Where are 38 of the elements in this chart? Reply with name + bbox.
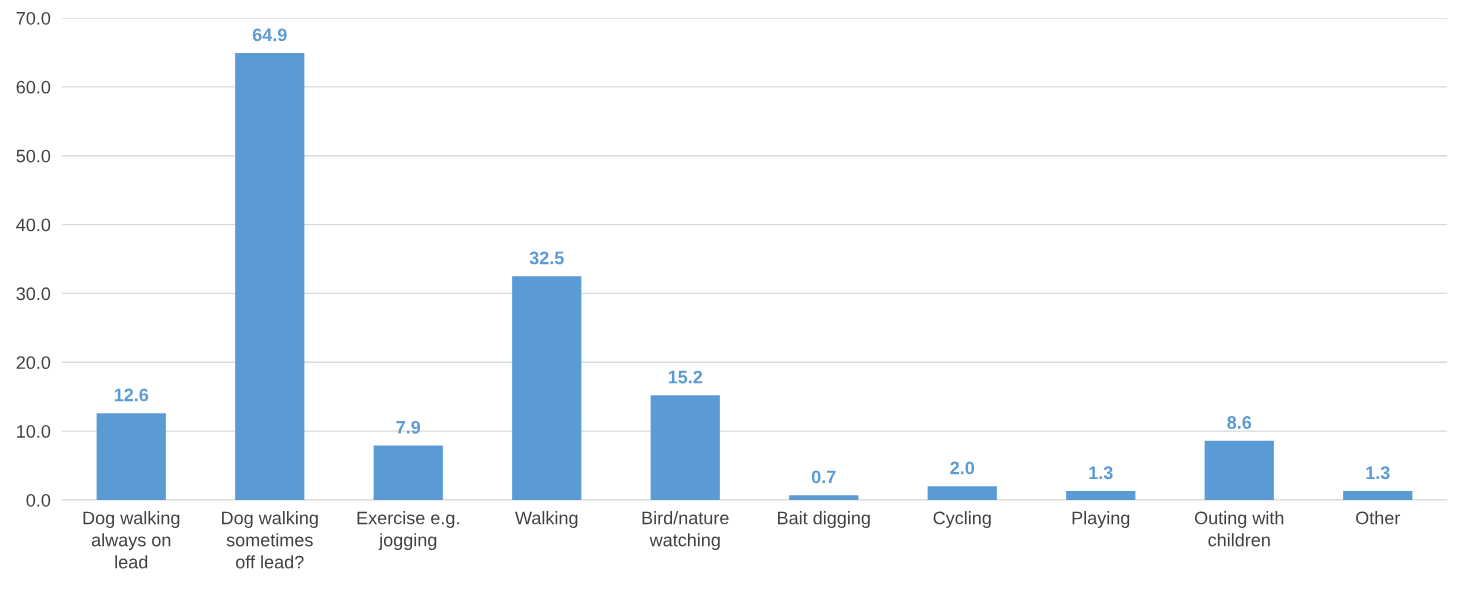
bar <box>1066 491 1136 500</box>
y-tick-label: 30.0 <box>16 287 51 301</box>
x-tick-label: Outing with children <box>1194 511 1284 547</box>
y-tick-label: 70.0 <box>16 11 51 25</box>
data-label: 7.9 <box>396 420 421 434</box>
x-tick-label: Other <box>1356 511 1401 525</box>
data-label: 64.9 <box>252 28 287 42</box>
x-tick-label: Bait digging <box>778 511 870 528</box>
bar <box>235 53 305 500</box>
bar <box>789 495 859 500</box>
y-tick-label: 40.0 <box>16 218 51 232</box>
bar <box>927 486 997 500</box>
data-label: 15.2 <box>668 370 703 384</box>
data-label: 32.5 <box>529 251 564 265</box>
data-label: 12.6 <box>114 388 149 402</box>
x-tick-label: Dog walking always on lead <box>83 511 180 569</box>
data-label: 0.7 <box>811 470 836 484</box>
x-tick-label: Walking <box>515 511 578 528</box>
y-tick-label: 10.0 <box>17 425 51 438</box>
x-tick-label: Bird/nature watching <box>642 511 729 551</box>
bar <box>96 413 166 500</box>
x-tick-label: Cycling <box>933 511 991 528</box>
y-tick-label: 20.0 <box>16 356 51 370</box>
x-tick-label: Playing <box>1072 511 1130 528</box>
data-label: 1.3 <box>1366 466 1390 480</box>
x-tick-label: Exercise e.g. jogging <box>357 511 459 551</box>
data-label: 2.0 <box>950 461 975 475</box>
bar <box>1204 440 1274 500</box>
y-tick-label: 0.0 <box>26 493 51 507</box>
x-tick-label: Dog walking sometimes off lead? <box>222 511 318 569</box>
data-label: 8.6 <box>1227 416 1252 429</box>
data-label: 1.3 <box>1089 466 1113 480</box>
bar <box>373 445 443 500</box>
y-tick-label: 60.0 <box>16 80 51 94</box>
bar <box>650 395 720 500</box>
bar <box>512 276 582 500</box>
bar <box>1343 491 1413 500</box>
y-tick-label: 50.0 <box>16 149 51 163</box>
